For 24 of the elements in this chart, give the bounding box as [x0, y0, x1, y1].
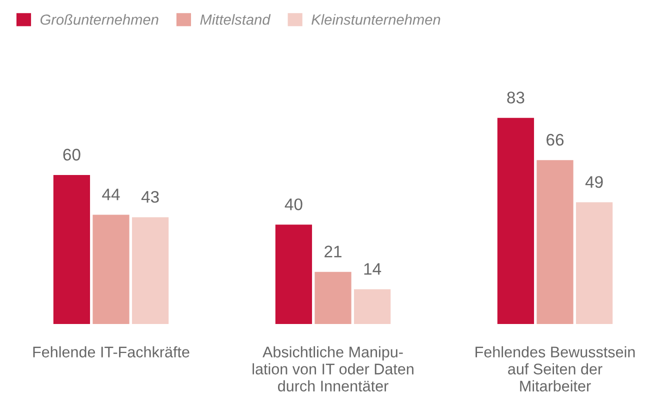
data-label: 60 [63, 148, 80, 161]
legend-label: Mittelstand [200, 14, 271, 25]
data-label: 83 [507, 92, 524, 104]
bar [314, 272, 352, 324]
data-label: 66 [546, 134, 564, 146]
x-tick-label: Fehlende IT-Fachkräfte [33, 346, 190, 358]
bar [536, 160, 574, 324]
bar [576, 202, 613, 324]
x-tick-label: Absichtliche Manipu- lation von IT oder Daten durch Innentäter [252, 346, 414, 392]
bar [354, 289, 391, 324]
data-label: 44 [102, 188, 120, 200]
bar [132, 217, 169, 324]
legend-label: Großunternehmen [40, 14, 158, 25]
x-tick-label: Fehlendes Bewusstsein auf Seiten der Mitarbeiter [476, 346, 635, 392]
bar [92, 214, 130, 324]
data-label: 14 [364, 263, 382, 275]
data-label: 49 [585, 176, 603, 188]
data-label: 40 [284, 198, 302, 210]
bar [53, 174, 90, 324]
data-label: 21 [324, 246, 342, 258]
bar [497, 118, 534, 324]
data-label: 43 [141, 191, 159, 203]
bar [275, 224, 312, 324]
legend-label: Kleinstunternehmen [312, 14, 440, 25]
